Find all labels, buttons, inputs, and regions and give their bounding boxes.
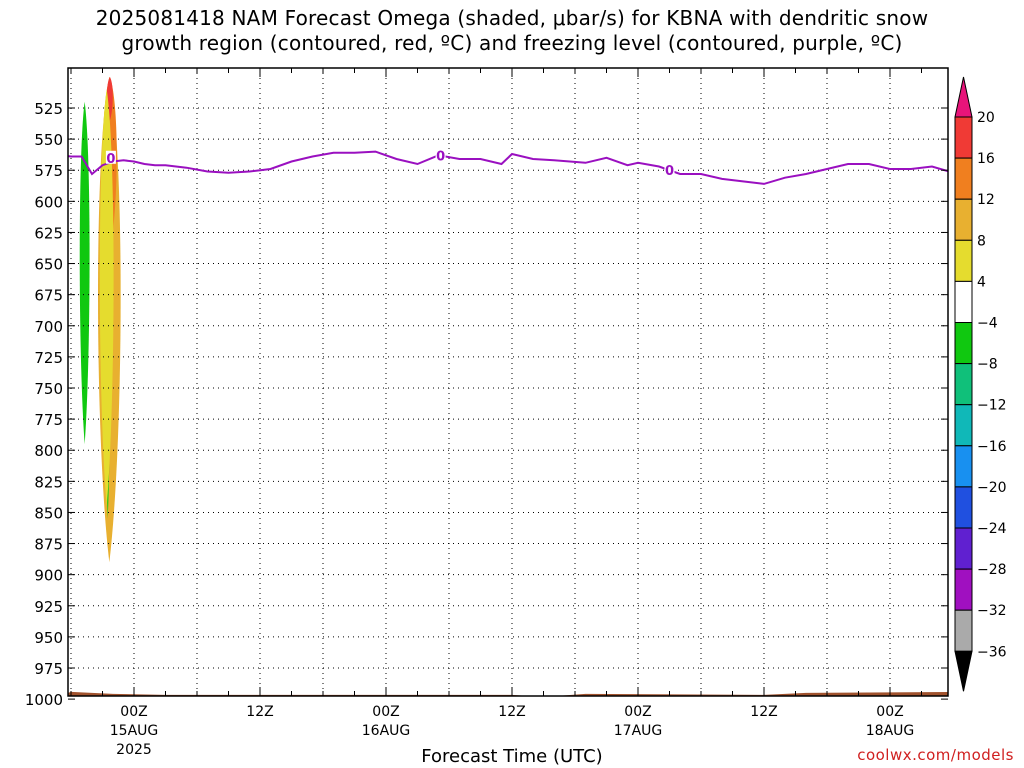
omega-edge-4 — [99, 89, 114, 507]
colorbar-top-arrow — [954, 76, 973, 118]
colorbar-label: −16 — [977, 439, 1007, 455]
x-tick-date: 16AUG — [362, 723, 411, 739]
colorbar: 20 16 12 8 4 −4 −8 −12 −16 −20 −24 −28 −32 −36 — [954, 76, 1007, 692]
y-tick-label: 925 — [34, 598, 63, 616]
colorbar-label: 12 — [977, 192, 995, 208]
colorbar-label: −20 — [977, 480, 1007, 496]
y-tick-label: 600 — [34, 193, 63, 211]
x-tick-date: 15AUG — [110, 723, 159, 739]
colorbar-bin — [954, 568, 973, 611]
freezing-label-bg — [664, 163, 675, 177]
freezing-label-bg — [105, 150, 116, 164]
colorbar-bin — [954, 527, 973, 570]
colorbar-bin — [954, 486, 973, 529]
colorbar-bin — [954, 116, 973, 159]
y-tick-label: 975 — [34, 660, 63, 678]
y-tick-label: 800 — [34, 442, 63, 460]
y-tick-label: 575 — [34, 162, 63, 180]
x-tick-label: 12Z — [246, 704, 273, 720]
colorbar-bin — [954, 198, 973, 241]
colorbar-bin — [954, 322, 973, 365]
colorbar-bin — [954, 239, 973, 282]
colorbar-label: 20 — [977, 110, 995, 126]
colorbar-bin — [954, 609, 973, 652]
freezing-level-label: 0 — [106, 152, 115, 167]
x-axis-title: Forecast Time (UTC) — [421, 746, 603, 767]
colorbar-label: −32 — [977, 603, 1007, 619]
y-tick-label: 900 — [34, 567, 63, 585]
colorbar-bin — [954, 404, 973, 447]
plot-content: 0 0 0 — [22, 68, 948, 696]
colorbar-label: −24 — [977, 521, 1007, 537]
x-tick-date: 17AUG — [614, 723, 663, 739]
freezing-level-line — [68, 150, 948, 185]
x-tick-label: 00Z — [372, 704, 399, 720]
chart-title-line1: 2025081418 NAM Forecast Omega (shaded, μ… — [95, 6, 929, 30]
chart-title-line2: growth region (contoured, red, ºC) and f… — [121, 31, 903, 55]
y-tick-label: 825 — [34, 473, 63, 491]
y-tick-label: 675 — [34, 287, 63, 305]
y-tick-label: 1000 — [25, 691, 63, 709]
colorbar-label: −36 — [977, 644, 1007, 660]
colorbar-bin — [954, 363, 973, 406]
x-tick-label: 00Z — [876, 704, 903, 720]
axes: 525 550 575 600 625 650 675 700 725 750 775 800 825 8… — [25, 67, 949, 758]
y-tick-label: 525 — [34, 100, 63, 118]
plot-area: 0 0 0 — [22, 68, 948, 696]
terrain — [68, 691, 948, 696]
x-tick-year: 2025 — [116, 742, 152, 758]
colorbar-label: −8 — [977, 357, 998, 373]
y-tick-label: 625 — [34, 224, 63, 242]
y-tick-label: 700 — [34, 318, 63, 336]
colorbar-label: −4 — [977, 316, 998, 332]
y-tick-label: 750 — [34, 380, 63, 398]
x-tick-date: 18AUG — [866, 723, 915, 739]
colorbar-label: −12 — [977, 398, 1007, 414]
y-tick-label: 550 — [34, 131, 63, 149]
y-tick-label: 850 — [34, 504, 63, 522]
chart-title: 2025081418 NAM Forecast Omega (shaded, μ… — [0, 6, 1024, 56]
colorbar-bottom-arrow — [954, 650, 973, 692]
colorbar-bin — [954, 280, 973, 323]
omega-region-5 — [22, 519, 28, 587]
x-tick-label: 00Z — [624, 704, 651, 720]
freezing-level-label: 0 — [665, 164, 674, 179]
y-tick-label: 950 — [34, 629, 63, 647]
colorbar-bin — [954, 157, 973, 200]
colorbar-bin — [954, 445, 973, 488]
y-tick-label: 775 — [34, 411, 63, 429]
plot-frame — [67, 67, 949, 697]
y-tick-label: 650 — [34, 256, 63, 274]
colorbar-label: 16 — [977, 151, 995, 167]
freezing-label-bg — [435, 148, 446, 162]
y-tick-label: 875 — [34, 536, 63, 554]
y-tick-label: 725 — [34, 349, 63, 367]
colorbar-label: −28 — [977, 562, 1007, 578]
x-tick-label: 12Z — [750, 704, 777, 720]
colorbar-label: 4 — [977, 274, 986, 290]
credit-text: coolwx.com/models — [857, 746, 1014, 764]
omega-region-1 — [79, 101, 90, 445]
freezing-level-label: 0 — [436, 149, 445, 164]
colorbar-label: 8 — [977, 233, 986, 249]
x-tick-label: 00Z — [120, 704, 147, 720]
x-tick-label: 12Z — [498, 704, 525, 720]
